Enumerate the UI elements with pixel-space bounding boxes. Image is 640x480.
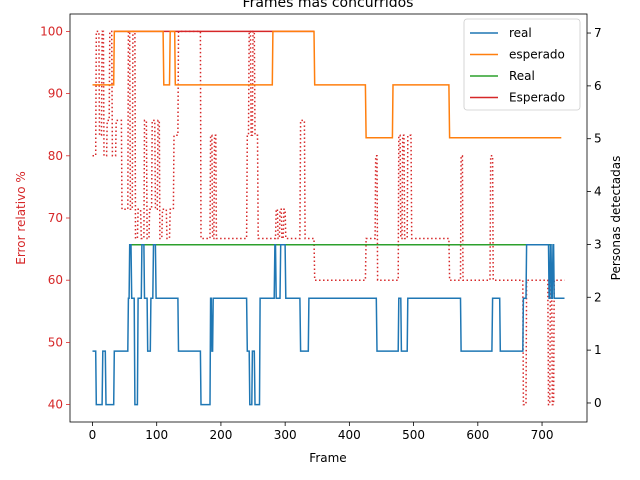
y-axis-left: 40 50 60 70 80 90 100 [40,24,70,412]
y-right-tick-label: 5 [594,132,602,146]
x-tick-label: 300 [274,428,297,442]
x-tick-label: 600 [466,428,489,442]
y-left-tick-label: 50 [48,335,63,349]
legend-label: esperado [509,48,565,62]
y-axis-right-title: Personas detectadas [609,156,623,281]
y-left-tick-label: 80 [48,149,63,163]
y-left-tick-label: 100 [40,24,63,38]
y-right-tick-label: 1 [594,343,602,357]
y-right-tick-label: 6 [594,79,602,93]
y-left-tick-label: 70 [48,211,63,225]
x-axis: 0 100 200 300 400 500 600 700 [89,422,554,442]
plot-lines [92,30,565,406]
y-left-tick-label: 90 [48,87,63,101]
x-tick-label: 400 [338,428,361,442]
y-axis-left-title: Error relativo % [14,171,28,265]
y-right-tick-label: 7 [594,26,602,40]
legend-label: real [509,26,532,40]
x-tick-label: 200 [209,428,232,442]
y-right-tick-label: 2 [594,290,602,304]
legend-label: Real [509,69,535,83]
x-tick-label: 500 [402,428,425,442]
chart-title: Frames más concurridos [243,0,414,11]
x-tick-label: 100 [145,428,168,442]
y-right-tick-label: 0 [594,396,602,410]
x-axis-title: Frame [309,451,346,465]
series-line-esperado [92,30,562,139]
x-tick-label: 0 [89,428,97,442]
legend: real esperado Real Esperado [463,18,581,111]
legend-box [463,18,581,111]
series-line-real [92,243,565,406]
legend-label: Esperado [509,91,565,105]
y-left-tick-label: 40 [48,398,63,412]
y-right-tick-label: 4 [594,185,602,199]
x-tick-label: 700 [531,428,554,442]
series-line-unnamed-dotted [92,30,565,406]
y-right-tick-label: 3 [594,237,602,251]
y-axis-right: 0 1 2 3 4 5 6 7 [587,26,602,410]
y-left-tick-label: 60 [48,273,63,287]
